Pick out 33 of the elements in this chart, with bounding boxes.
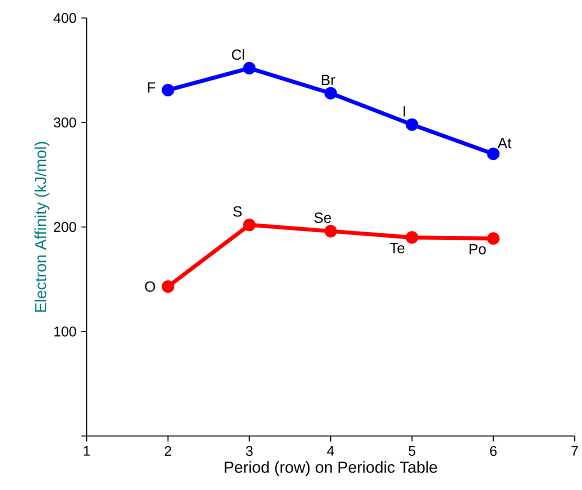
annotation: F xyxy=(148,82,156,92)
point xyxy=(243,218,256,232)
y-tick-label: 400 xyxy=(54,13,76,23)
annotation: Te xyxy=(390,243,404,254)
annotation: I xyxy=(404,106,406,116)
point xyxy=(487,148,500,160)
annotation: Po xyxy=(470,244,486,254)
annotation: O xyxy=(145,281,156,292)
point xyxy=(243,62,256,74)
y-tick-label: 300 xyxy=(54,118,76,128)
annotation: Cl xyxy=(232,49,244,60)
point xyxy=(406,118,418,131)
x-tick-label: 7 xyxy=(571,446,578,456)
x-tick-label: 6 xyxy=(490,446,497,456)
point xyxy=(324,86,337,100)
point xyxy=(324,224,337,238)
x-tick-label: 5 xyxy=(408,446,416,456)
point xyxy=(162,280,174,293)
point xyxy=(487,232,500,245)
y-tick-label: 200 xyxy=(54,222,76,232)
annotation: Se xyxy=(314,212,331,223)
x-tick-label: 3 xyxy=(246,446,253,456)
x-axis-title: Period (row) on Periodic Table xyxy=(224,461,438,476)
y-axis-title: Electron Affinity (kJ/mol) xyxy=(34,142,50,312)
annotation: At xyxy=(498,138,512,148)
annotation: Br xyxy=(322,74,336,85)
point xyxy=(406,231,418,244)
x-tick-label: 2 xyxy=(164,446,172,456)
annotation: S xyxy=(233,206,242,217)
y-tick-label: 100 xyxy=(54,326,76,336)
point xyxy=(162,84,174,96)
x-tick-label: 1 xyxy=(84,446,90,456)
x-tick-label: 4 xyxy=(327,446,334,456)
